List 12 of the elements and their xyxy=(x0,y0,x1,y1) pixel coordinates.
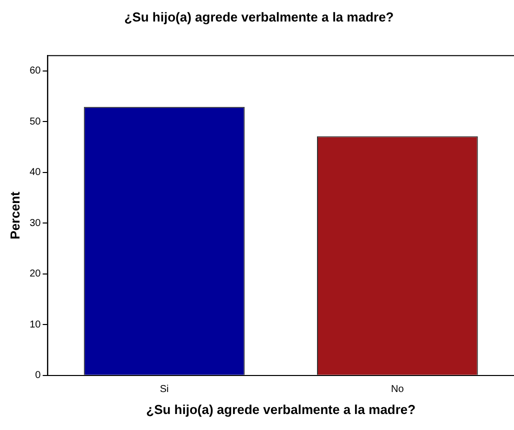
y-tick-label: 40 xyxy=(30,167,42,178)
x-tick-label: Si xyxy=(160,384,169,396)
y-axis-title: Percent xyxy=(7,190,22,240)
y-tick-label: 60 xyxy=(30,66,42,77)
y-tick-label: 0 xyxy=(35,370,42,382)
y-tick-label: 30 xyxy=(30,218,42,229)
chart-title: ¿Su hijo(a) agrede verbalmente a la madre? xyxy=(124,9,394,24)
y-tick-label: 50 xyxy=(30,116,42,128)
x-axis-title: ¿Su hijo(a) agrede verbalmente a la madre? xyxy=(146,402,416,417)
x-tick-label: No xyxy=(391,384,404,396)
y-tick-label: 10 xyxy=(30,319,42,330)
y-tick-label: 20 xyxy=(30,268,42,280)
